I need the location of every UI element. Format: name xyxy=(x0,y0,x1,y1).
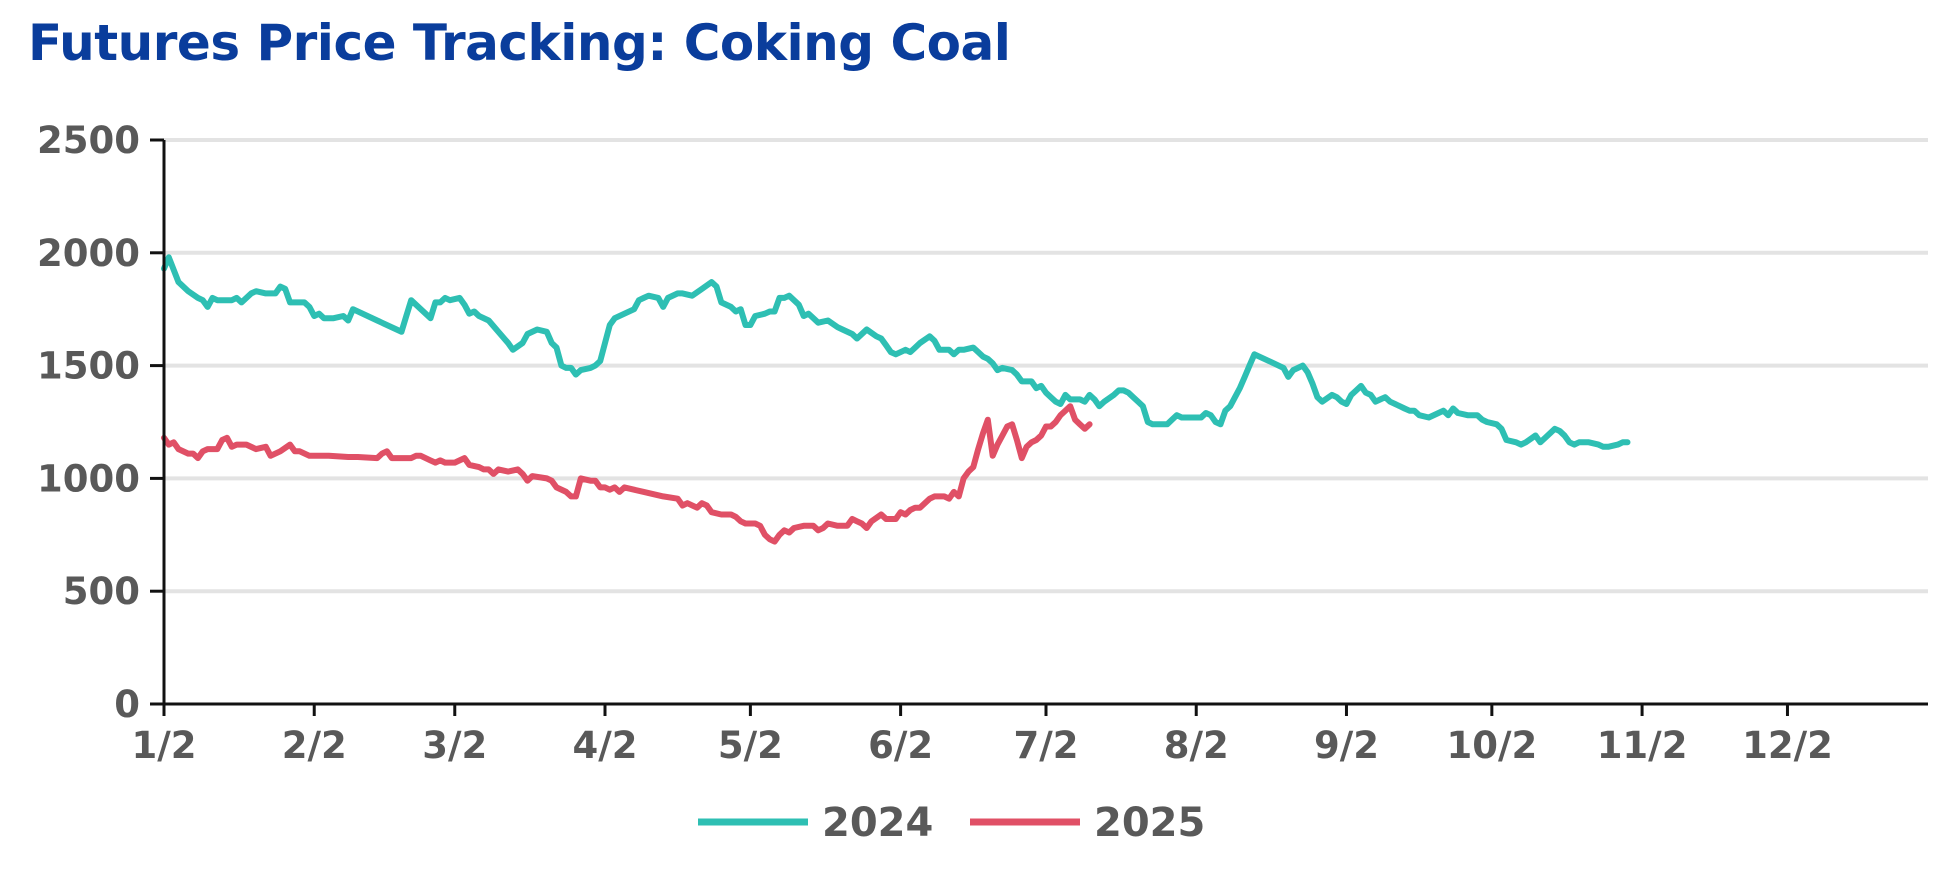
y-tick-label: 0 xyxy=(114,683,140,726)
y-tick-label: 2500 xyxy=(37,119,140,162)
y-tick-label: 2000 xyxy=(37,232,140,275)
x-tick-label: 12/2 xyxy=(1742,724,1833,767)
series-line-2024 xyxy=(161,254,1631,450)
chart-title: Futures Price Tracking: Coking Coal xyxy=(28,14,1011,72)
y-tick-label: 1000 xyxy=(37,457,140,500)
legend-label-2025: 2025 xyxy=(1094,800,1205,846)
x-tick-label: 11/2 xyxy=(1597,724,1688,767)
x-tick-label: 2/2 xyxy=(282,724,347,767)
x-tick-label: 7/2 xyxy=(1013,724,1078,767)
x-tick-label: 6/2 xyxy=(868,724,933,767)
legend-label-2024: 2024 xyxy=(822,800,933,846)
x-axis-tick-labels: 1/2 2/2 3/2 4/2 5/2 6/2 7/2 8/2 9/2 10/2 11/2 12/2 xyxy=(131,724,1832,767)
y-tick-label: 1500 xyxy=(37,345,140,388)
y-axis-tick-labels: 0 500 1000 1500 2000 2500 xyxy=(37,119,140,726)
x-tick-label: 5/2 xyxy=(718,724,783,767)
series-line-2025 xyxy=(161,403,1093,545)
gridlines xyxy=(164,138,1928,594)
series-lines xyxy=(161,254,1631,545)
x-tick-label: 9/2 xyxy=(1314,724,1379,767)
x-tick-label: 8/2 xyxy=(1164,724,1229,767)
x-tick-label: 10/2 xyxy=(1446,724,1537,767)
x-tick-label: 4/2 xyxy=(572,724,637,767)
x-tick-label: 1/2 xyxy=(131,724,196,767)
y-tick-label: 500 xyxy=(63,570,140,613)
x-tick-label: 3/2 xyxy=(422,724,487,767)
axes xyxy=(150,138,1928,716)
legend: 2024 2025 xyxy=(698,800,1205,846)
